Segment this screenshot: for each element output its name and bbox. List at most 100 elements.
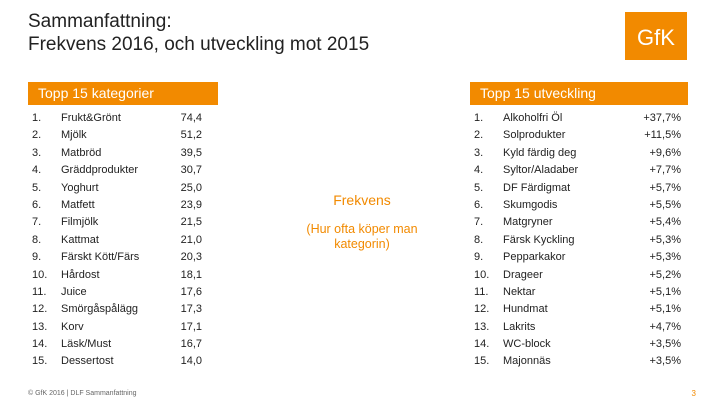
item-name: Färsk Kyckling [503, 233, 575, 246]
item-name: Majonnäs [503, 355, 551, 368]
item-number: 6. [32, 198, 42, 211]
item-value: +3,5% [649, 355, 682, 368]
item-name: Pepparkakor [503, 251, 566, 264]
item-name: Korv [61, 320, 84, 333]
item-number: 11. [474, 285, 489, 298]
item-number: 8. [32, 233, 42, 246]
item-name: WC-block [503, 338, 551, 351]
item-name: Läsk/Must [61, 338, 112, 351]
item-number: 10. [32, 268, 48, 281]
item-number: 3. [474, 146, 484, 159]
item-value: 21,5 [180, 216, 202, 229]
item-number: 8. [474, 233, 484, 246]
item-name: Hårdost [61, 268, 100, 281]
list-item: 6. Matfett 23,9 [32, 197, 212, 214]
gfk-logo-background [625, 12, 687, 60]
item-value: +5,1% [649, 285, 682, 298]
item-name: Drageer [503, 268, 543, 281]
item-name: Alkoholfri Öl [503, 112, 563, 124]
page-number: 3 [691, 389, 696, 398]
item-value: 25,0 [180, 181, 202, 194]
item-value: +3,5% [649, 338, 682, 351]
item-name: Syltor/Aladaber [503, 164, 579, 177]
list-item: 5. DF Färdigmat +5,7% [474, 180, 684, 197]
list-item: 4. Gräddprodukter 30,7 [32, 162, 212, 179]
list-item: 12. Hundmat +5,1% [474, 301, 684, 318]
item-value: 20,3 [180, 251, 202, 264]
item-value: +11,5% [644, 129, 681, 142]
list-item: 5. Yoghurt 25,0 [32, 180, 212, 197]
item-value: +5,5% [649, 198, 682, 211]
item-number: 2. [32, 129, 42, 142]
item-value: 18,1 [180, 268, 202, 281]
list-item: 15. Majonnäs +3,5% [474, 353, 684, 370]
item-value: 16,7 [180, 338, 202, 351]
item-value: 74,4 [180, 112, 202, 124]
item-name: Hundmat [503, 303, 548, 316]
item-value: +5,3% [649, 233, 682, 246]
item-name: Smörgåspålägg [61, 303, 139, 316]
list-item: 2. Mjölk 51,2 [32, 127, 212, 144]
list-item: 4. Syltor/Aladaber +7,7% [474, 162, 684, 179]
item-name: Gräddprodukter [61, 164, 139, 177]
item-value: 21,0 [180, 233, 202, 246]
list-item: 3. Matbröd 39,5 [32, 145, 212, 162]
item-value: 30,7 [180, 164, 202, 177]
item-number: 1. [474, 112, 484, 124]
item-value: 51,2 [180, 129, 202, 142]
item-value: +9,6% [649, 146, 682, 159]
list-item: 1. Alkoholfri Öl +37,7% [474, 110, 684, 127]
item-name: Yoghurt [61, 181, 99, 194]
item-value: 17,3 [180, 303, 202, 316]
list-item: 14. WC-block +3,5% [474, 336, 684, 353]
item-number: 6. [474, 198, 484, 211]
item-number: 11. [32, 285, 47, 298]
list-item: 15. Dessertost 14,0 [32, 353, 212, 370]
item-name: Matfett [61, 198, 95, 211]
item-name: Färskt Kött/Färs [61, 251, 140, 264]
item-number: 14. [474, 338, 490, 351]
list-item: 7. Matgryner +5,4% [474, 214, 684, 231]
item-value: 17,6 [180, 285, 202, 298]
list-item: 14. Läsk/Must 16,7 [32, 336, 212, 353]
list-item: 3. Kyld färdig deg +9,6% [474, 145, 684, 162]
item-value: +5,2% [649, 268, 682, 281]
list-item: 6. Skumgodis +5,5% [474, 197, 684, 214]
list-item: 9. Pepparkakor +5,3% [474, 249, 684, 266]
item-value: 17,1 [180, 320, 202, 333]
list-item: 10. Hårdost 18,1 [32, 267, 212, 284]
left-panel-list: 1. Frukt&Grönt 74,4 2. Mjölk 51,2 3. Matbröd 39,… [32, 110, 212, 371]
item-number: 10. [474, 268, 490, 281]
item-value: +5,4% [649, 216, 682, 229]
list-item: 7. Filmjölk 21,5 [32, 214, 212, 231]
item-number: 5. [32, 181, 42, 194]
item-number: 13. [32, 320, 48, 333]
item-name: Filmjölk [61, 216, 99, 229]
list-item: 12. Smörgåspålägg 17,3 [32, 301, 212, 318]
item-number: 1. [32, 112, 42, 124]
item-number: 15. [32, 355, 48, 368]
title-line-1: Sammanfattning: [28, 11, 172, 32]
item-name: Kattmat [61, 233, 99, 246]
gfk-logo-text: GfK [637, 25, 675, 50]
list-item: 13. Lakrits +4,7% [474, 319, 684, 336]
item-name: Frukt&Grönt [61, 112, 121, 124]
item-number: 3. [32, 146, 42, 159]
item-name: Dessertost [61, 355, 114, 368]
item-name: Matbröd [61, 146, 102, 159]
list-item: 8. Kattmat 21,0 [32, 232, 212, 249]
item-number: 13. [474, 320, 490, 333]
item-value: +37,7% [643, 112, 681, 124]
item-name: Mjölk [61, 129, 87, 142]
footer-text: © GfK 2016 | DLF Sammanfattning [28, 390, 137, 397]
center-subtitle: (Hur ofta köper man kategorin) [306, 222, 418, 251]
list-item: 11. Nektar +5,1% [474, 284, 684, 301]
item-number: 9. [474, 251, 484, 264]
center-label: Frekvens (Hur ofta köper man kategorin) [287, 170, 437, 280]
right-panel-header: Topp 15 utveckling [470, 82, 688, 104]
item-number: 4. [474, 164, 484, 177]
item-name: Skumgodis [503, 198, 558, 211]
list-item: 1. Frukt&Grönt 74,4 [32, 110, 212, 127]
list-item: 11. Juice 17,6 [32, 284, 212, 301]
slide-title: Sammanfattning: Frekvens 2016, och utvec… [28, 10, 369, 56]
